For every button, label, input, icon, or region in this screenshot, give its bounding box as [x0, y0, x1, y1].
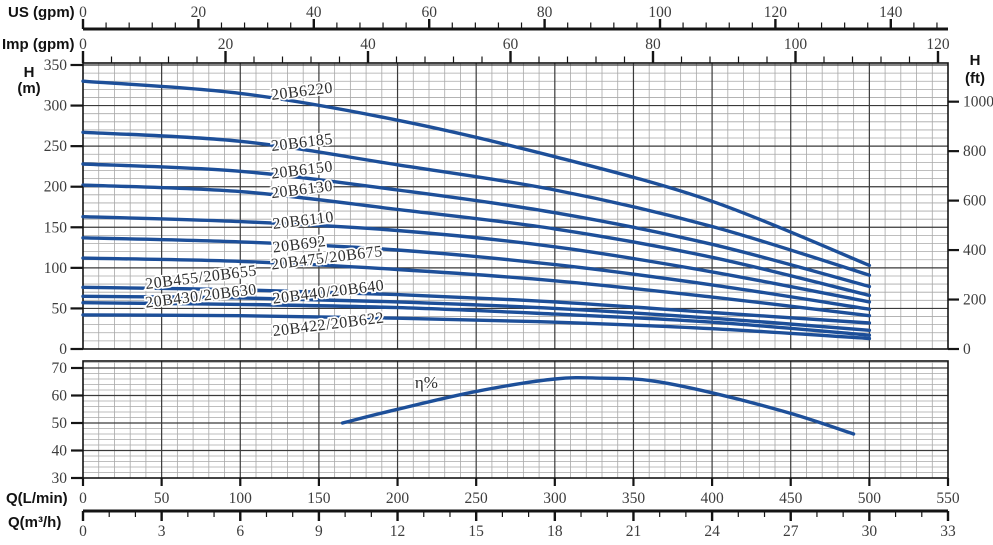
efficiency-label: η%: [415, 373, 438, 392]
tick-label: 550: [936, 490, 960, 507]
tick-label: 80: [537, 4, 553, 21]
tick-label: 0: [79, 490, 87, 507]
tick-label: 0: [79, 4, 87, 21]
efficiency-curve: [340, 375, 856, 436]
pump-curve-20B692: [81, 236, 872, 311]
tick-label: 70: [52, 360, 68, 377]
tick-label: 150: [307, 490, 331, 507]
pump-curve-20B430-20B630: [81, 301, 872, 337]
pump-curve-20B440-20B640: [81, 294, 872, 332]
tick-label: 350: [44, 57, 68, 74]
tick-label: 40: [360, 36, 376, 53]
tick-label: 0: [963, 341, 971, 358]
tick-label: 15: [468, 523, 484, 540]
tick-label: 100: [229, 490, 253, 507]
tick-label: 400: [963, 242, 987, 259]
tick-label: 9: [315, 523, 323, 540]
tick-label: 21: [626, 523, 642, 540]
head-m-axis-unit: (m): [17, 80, 41, 97]
tick-label: 20: [218, 36, 234, 53]
q-m3h-axis-title: Q(m³/h): [8, 514, 62, 531]
curve-label-20B6110: 20B6110: [272, 209, 335, 233]
tick-label: 450: [779, 490, 803, 507]
tick-label: 100: [44, 260, 68, 277]
tick-label: 27: [783, 523, 799, 540]
tick-label: 80: [645, 36, 661, 53]
curve-label-20B440-20B640: 20B440/20B640: [272, 277, 386, 308]
tick-label: 800: [963, 143, 987, 160]
tick-label: 350: [622, 490, 646, 507]
tick-label: 140: [879, 4, 903, 21]
pump-curve-20B455-20B655: [81, 285, 872, 325]
tick-label: 50: [52, 415, 68, 432]
tick-label: 100: [648, 4, 672, 21]
tick-label: 120: [926, 36, 950, 53]
tick-label: 60: [421, 4, 437, 21]
tick-label: 0: [79, 36, 87, 53]
tick-label: 400: [700, 490, 724, 507]
tick-label: 50: [52, 300, 68, 317]
axis-eta-pct: 70 60 50 40 30: [52, 360, 83, 487]
pump-curve-20B6110: [81, 215, 872, 304]
head-ft-axis-title: H: [969, 52, 981, 69]
tick-label: 250: [44, 138, 68, 155]
axis-us-gpm: 0 20 40 60 80 100 120 140: [79, 4, 948, 31]
tick-label: 33: [940, 523, 956, 540]
tick-label: 24: [704, 523, 720, 540]
tick-label: 0: [79, 523, 87, 540]
tick-label: 0: [59, 341, 67, 358]
us-gpm-axis-title: US (gpm): [8, 4, 75, 21]
axis-head-m: 350 300 250 200 150 100 50 0: [44, 57, 83, 358]
curve-label-20B6220: 20B6220: [270, 80, 334, 104]
tick-label: 250: [465, 490, 489, 507]
axis-head-ft: 1000 800 600 400 200 0: [948, 94, 993, 358]
tick-label: 200: [44, 179, 68, 196]
pump-curve-20B422-20B622: [81, 313, 872, 341]
efficiency-curve-path: [340, 375, 856, 436]
pump-curve-20B6185: [81, 130, 872, 277]
tick-label: 12: [390, 523, 406, 540]
curve-labels: 20B622020B618520B615020B613020B611020B69…: [143, 78, 440, 394]
axis-q-m3h: 0 3 6 9 12 15 18 21 24 27 30 33: [79, 509, 956, 540]
tick-label: 100: [784, 36, 808, 53]
tick-label: 6: [236, 523, 244, 540]
tick-label: 18: [547, 523, 563, 540]
tick-label: 60: [52, 388, 68, 405]
pump-curve-20B475-20B675: [81, 256, 872, 318]
tick-label: 120: [764, 4, 788, 21]
tick-label: 200: [386, 490, 410, 507]
axis-imp-gpm: 0 20 40 60 80 100 120: [79, 36, 950, 63]
tick-label: 200: [963, 292, 987, 309]
tick-label: 50: [154, 490, 170, 507]
curve-label-20B422-20B622: 20B422/20B622: [272, 310, 386, 341]
tick-label: 40: [52, 443, 68, 460]
pump-curve-20B6220: [81, 79, 872, 268]
tick-label: 1000: [963, 94, 993, 111]
axis-q-lmin: 0 50 100 150 200 250 300 350 400 450 500 550: [79, 478, 960, 507]
head-m-axis-title: H: [23, 64, 35, 81]
tick-label: 150: [44, 219, 68, 236]
pump-curve-20B6130: [81, 183, 872, 298]
tick-label: 40: [306, 4, 322, 21]
chart-frames: [82, 62, 949, 479]
grid-lines: [83, 63, 948, 478]
q-lmin-axis-title: Q(L/min): [6, 490, 68, 507]
head-ft-axis-unit: (ft): [965, 70, 985, 87]
tick-label: 300: [44, 98, 68, 115]
tick-label: 500: [858, 490, 882, 507]
pump-curves: [81, 79, 872, 341]
tick-label: 3: [158, 523, 166, 540]
tick-label: 30: [862, 523, 878, 540]
imp-gpm-axis-title: Imp (gpm): [2, 36, 75, 53]
tick-label: 600: [963, 193, 987, 210]
tick-label: 60: [503, 36, 519, 53]
tick-label: 30: [52, 470, 68, 487]
tick-label: 300: [543, 490, 567, 507]
pump-curve-20B6150: [81, 162, 872, 289]
tick-label: 20: [191, 4, 207, 21]
